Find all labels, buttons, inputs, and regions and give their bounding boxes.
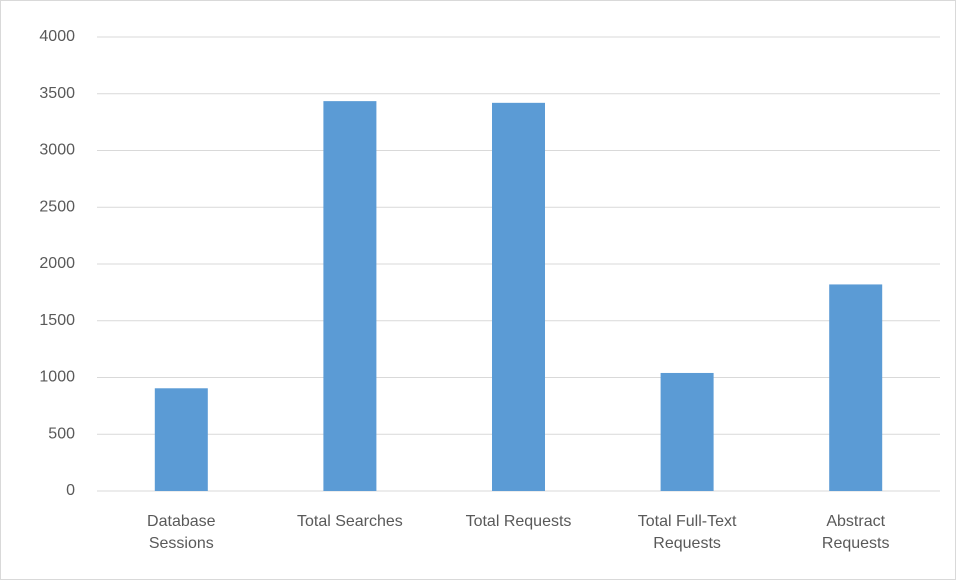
bar [829,284,883,491]
y-tick-label: 4000 [39,28,75,45]
x-tick-label: Total Requests [465,513,572,530]
y-tick-label: 3500 [39,85,75,102]
x-tick-label: Total Full-Text Requests [637,513,737,552]
bar [323,101,377,491]
x-tick-label: Abstract Requests [821,513,890,552]
y-tick-label: 1000 [39,369,75,386]
y-tick-label: 3000 [39,142,75,159]
y-tick-label: 1500 [39,312,75,329]
bar [660,372,714,491]
x-tick-label: Database Sessions [147,513,216,552]
bar [492,102,545,491]
y-tick-label: 2000 [39,255,75,272]
y-tick-label: 2500 [39,198,75,215]
bar [154,388,208,491]
x-tick-label: Total Searches [296,513,403,530]
y-tick-label: 500 [48,425,75,442]
y-tick-label: 0 [66,482,75,499]
